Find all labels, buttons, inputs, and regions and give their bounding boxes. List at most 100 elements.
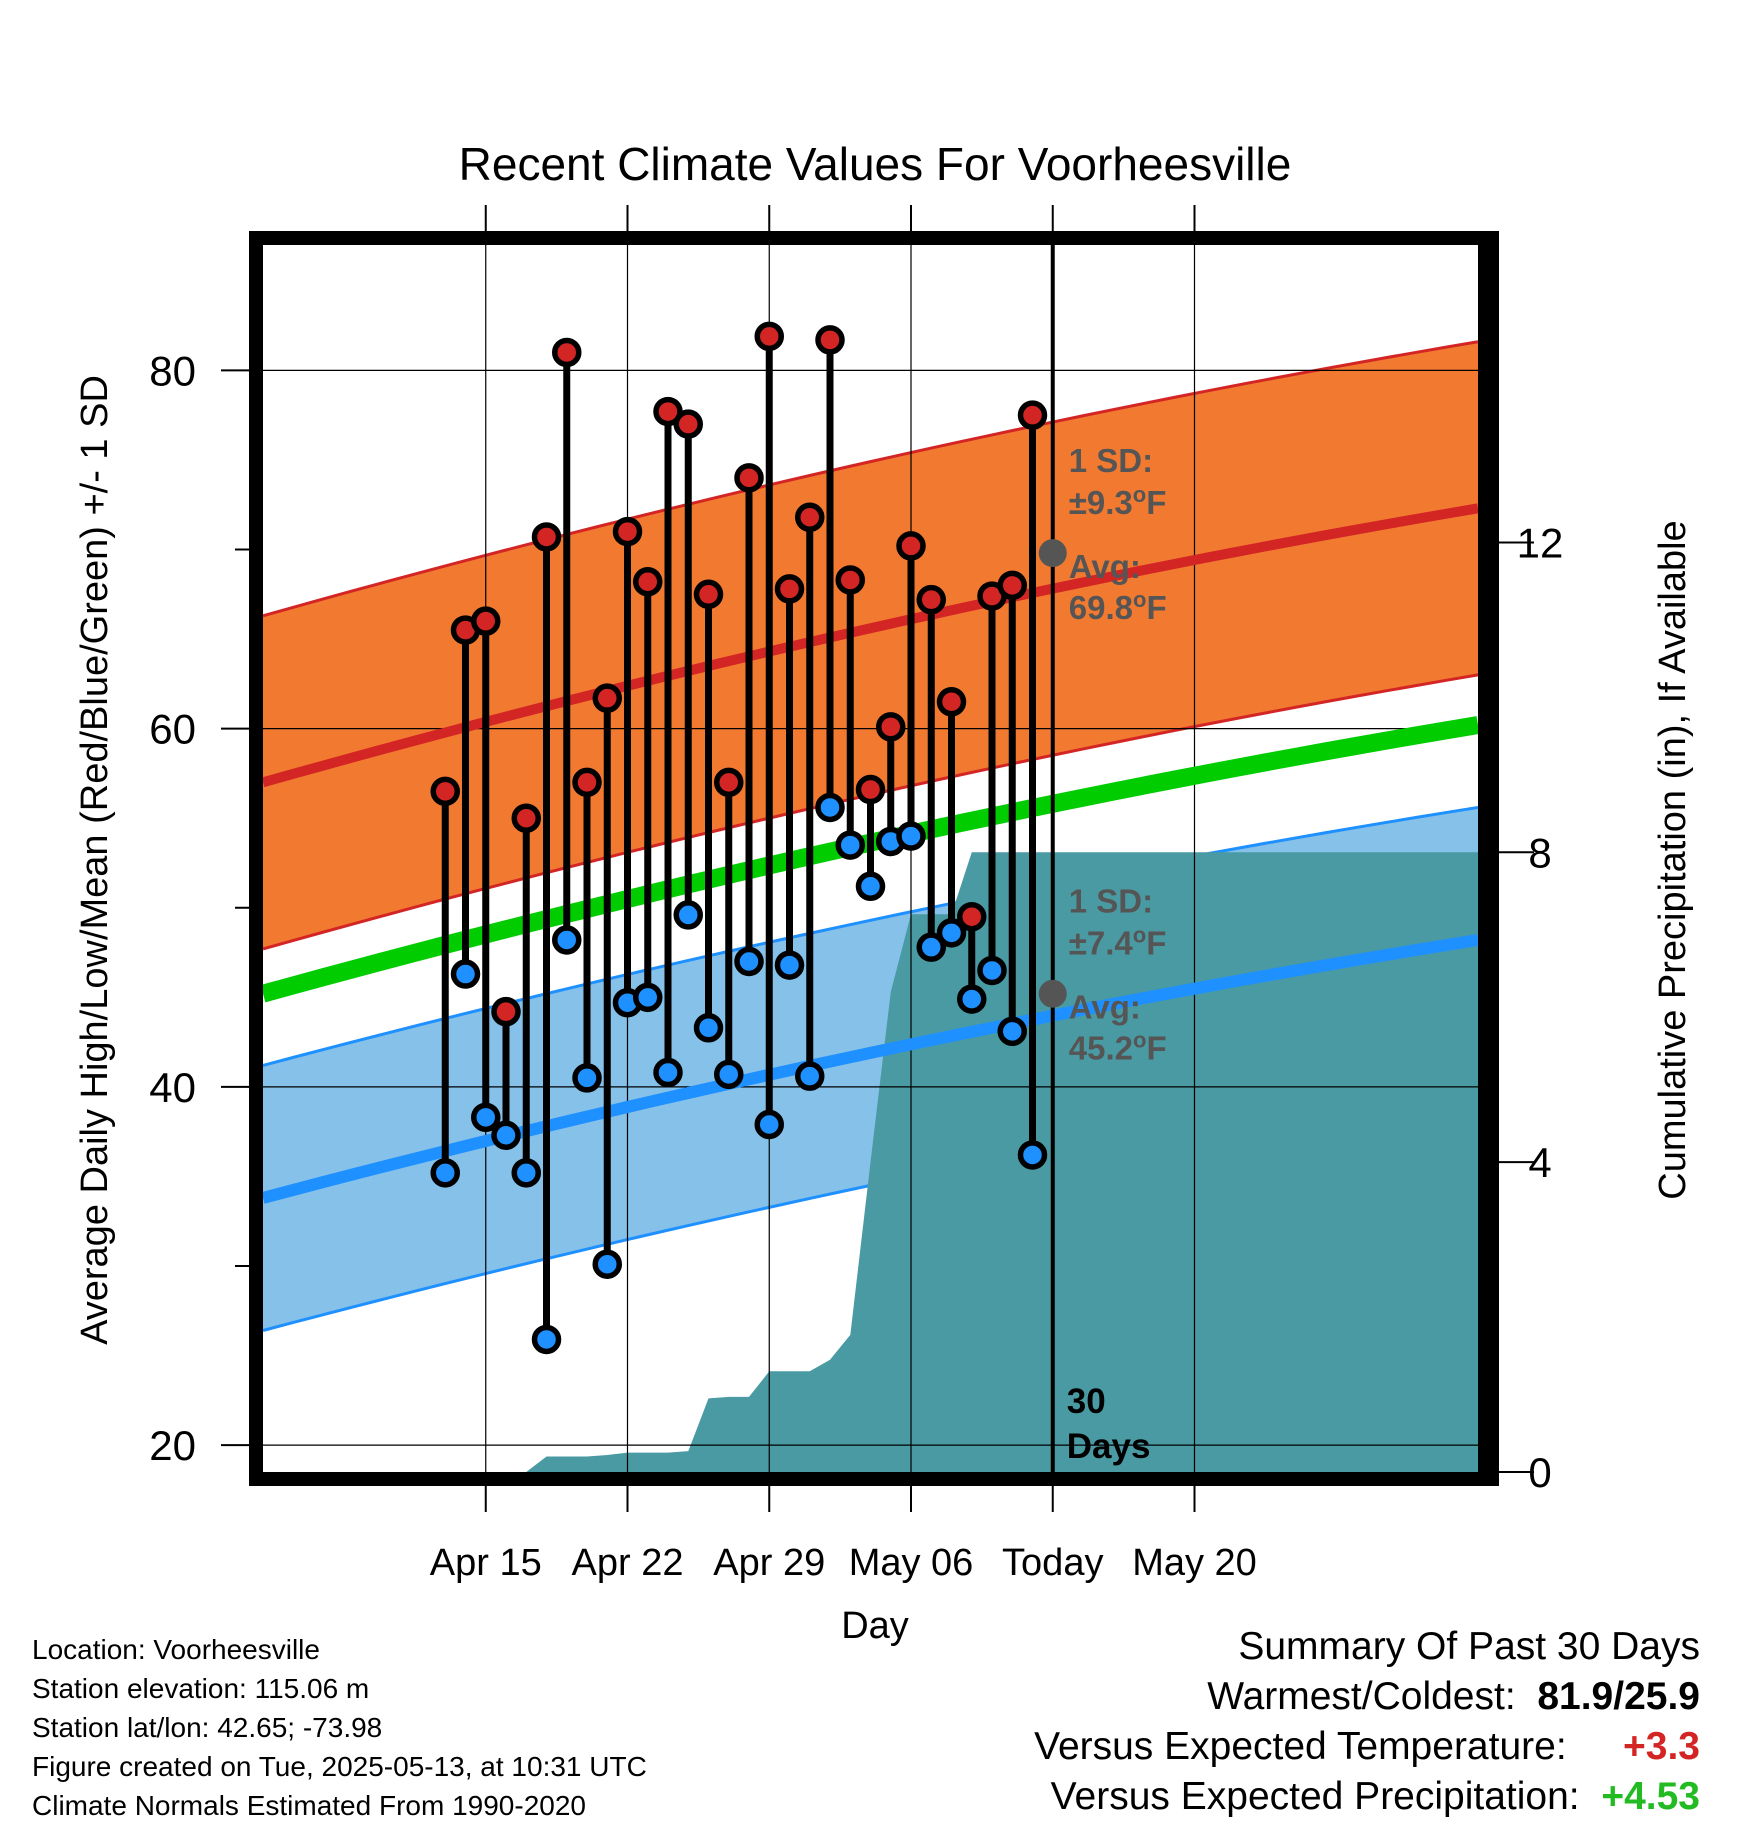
summary-warm-cold: Warmest/Coldest: 81.9/25.9 [1034, 1672, 1700, 1722]
summary-title: Summary Of Past 30 Days [1238, 1625, 1700, 1668]
daily-low-point [734, 946, 764, 977]
summary-temp: Versus Expected Temperature: +3.3 [1034, 1722, 1700, 1772]
daily-high-point [997, 570, 1027, 601]
high-normal-sd-label: 1 SD: [1069, 442, 1153, 479]
temp-value: +3.3 [1623, 1725, 1700, 1768]
daily-high-point [957, 901, 987, 932]
x-tick-label: Apr 29 [713, 1542, 825, 1584]
daily-low-point [795, 1061, 825, 1091]
daily-low-point [552, 925, 582, 955]
low-normal-sd-value: ±7.4oF [1069, 923, 1167, 962]
daily-high-point [612, 516, 643, 547]
daily-low-point [714, 1059, 744, 1090]
daily-low-point [673, 900, 703, 930]
summary-precip: Versus Expected Precipitation: +4.53 [1034, 1772, 1700, 1822]
x-tick-label: Apr 15 [430, 1542, 542, 1584]
x-tick-label: May 06 [849, 1542, 974, 1584]
daily-high-point [855, 774, 886, 805]
daily-high-point [430, 776, 460, 807]
low-normal-sd-label: 1 SD: [1069, 883, 1153, 920]
daily-high-point [714, 767, 744, 798]
latlon-text: Station lat/lon: 42.65; -73.98 [32, 1712, 383, 1743]
y-tick-label: 80 [149, 347, 196, 394]
daily-low-point [693, 1013, 724, 1043]
daily-high-point [815, 325, 845, 355]
daily-high-point [774, 574, 805, 604]
y-tick-label: 20 [149, 1422, 196, 1469]
daily-low-point [957, 984, 987, 1014]
daily-low-point [855, 871, 886, 902]
daily-low-point [450, 959, 481, 989]
daily-high-point [673, 409, 703, 439]
daily-high-point [936, 687, 967, 717]
daily-low-point [491, 1120, 521, 1150]
daily-low-point [916, 932, 946, 962]
daily-low-point [774, 950, 805, 980]
daily-high-point [1017, 400, 1048, 430]
location-text: Location: Voorheesville [32, 1634, 320, 1665]
warm-cold-value: 81.9/25.9 [1537, 1675, 1700, 1718]
daily-high-point [916, 584, 946, 615]
days-label: 30 [1067, 1382, 1106, 1421]
daily-high-point [835, 565, 865, 595]
y-tick-label: 40 [149, 1064, 196, 1111]
daily-low-point [896, 821, 926, 851]
daily-low-point [592, 1249, 622, 1279]
daily-high-point [896, 531, 926, 561]
daily-low-point [1017, 1140, 1048, 1170]
y2-tick-label: 8 [1528, 829, 1551, 876]
precip-label: Versus Expected Precipitation: [1050, 1775, 1580, 1818]
created-text: Figure created on Tue, 2025-05-13, at 10… [32, 1751, 647, 1782]
daily-low-point [430, 1158, 460, 1188]
x-tick-label: Apr 22 [572, 1542, 684, 1584]
daily-high-point [633, 567, 663, 597]
daily-low-point [936, 918, 967, 948]
daily-high-point [693, 579, 724, 610]
precip-area [263, 852, 1478, 1472]
precip-value: +4.53 [1601, 1775, 1700, 1818]
y2-tick-label: 0 [1528, 1449, 1551, 1496]
daily-high-point [511, 803, 541, 833]
y-tick-label: 60 [149, 706, 196, 753]
daily-high-point [552, 337, 582, 368]
daily-high-point [734, 463, 764, 493]
low-normal-marker [1038, 979, 1067, 1008]
daily-low-point [471, 1102, 501, 1133]
daily-low-point [997, 1016, 1027, 1047]
daily-bars [430, 321, 1048, 1355]
daily-high-point [795, 502, 825, 533]
plot-frame [249, 231, 1499, 1486]
high-normal-sd-value: ±9.3oF [1069, 482, 1167, 521]
daily-low-point [633, 982, 663, 1013]
low-sd-band-upper-edge [262, 805, 1479, 1067]
low-normal-avg-label: Avg: [1069, 989, 1141, 1026]
high-normal-avg-label: Avg: [1069, 548, 1141, 585]
daily-low-point [653, 1057, 683, 1088]
plot-border-right [1485, 231, 1499, 1486]
summary-panel: Summary Of Past 30 Days Warmest/Coldest:… [1034, 1622, 1700, 1822]
high-normal-marker [1038, 539, 1067, 568]
x-axis-label: Day [841, 1605, 909, 1647]
high-sd-band-upper-edge [262, 340, 1479, 618]
station-info: Location: Voorheesville Station elevatio… [32, 1630, 647, 1825]
daily-high-point [531, 522, 562, 552]
daily-low-point [815, 792, 845, 823]
x-tick-label: Today [1002, 1542, 1103, 1584]
daily-high-point [754, 321, 784, 352]
high-normal-avg-value: 69.8oF [1069, 587, 1167, 626]
days-label: Days [1067, 1427, 1151, 1466]
warm-cold-label: Warmest/Coldest: [1207, 1675, 1516, 1718]
daily-low-point [835, 830, 865, 860]
y2-tick-label: 4 [1528, 1139, 1551, 1186]
temp-label: Versus Expected Temperature: [1034, 1725, 1567, 1768]
normals-text: Climate Normals Estimated From 1990-2020 [32, 1790, 586, 1821]
daily-low-point [977, 955, 1007, 986]
axes: Apr 15 Apr 22 Apr 29 May 06 Today May 2020406… [149, 205, 1563, 1584]
x-tick-label: May 20 [1132, 1542, 1257, 1584]
y2-axis-label: Cumulative Precipitation (in), If Availa… [1652, 520, 1694, 1199]
daily-low-point [754, 1109, 784, 1140]
y-axis-label: Average Daily High/Low/Mean (Red/Blue/Gr… [74, 375, 116, 1345]
daily-high-point [876, 712, 906, 742]
precip-area-group [263, 852, 1478, 1472]
y2-tick-label: 12 [1517, 519, 1564, 566]
